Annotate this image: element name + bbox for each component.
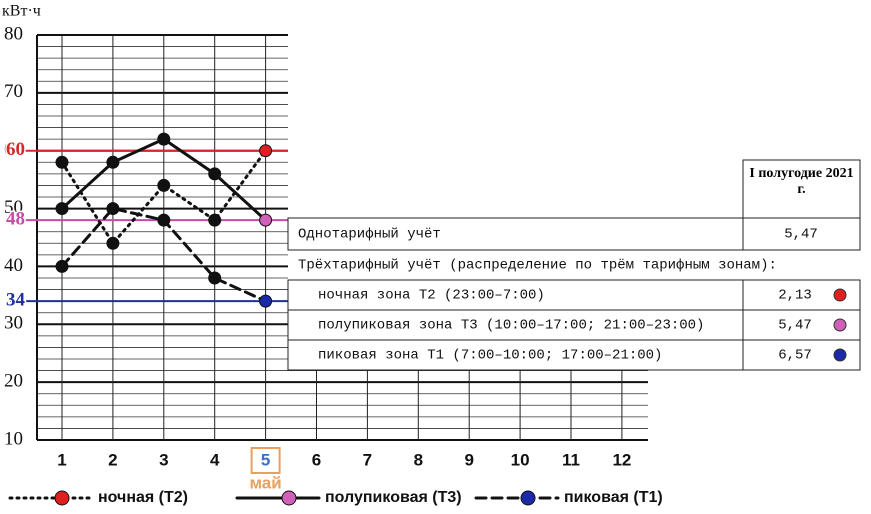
x-tick-label: 4 — [210, 450, 220, 469]
cell — [287, 217, 861, 251]
y-axis-label: кВт·ч — [2, 3, 41, 20]
table-header: I полугодие 2021 г. — [749, 166, 854, 197]
point — [55, 202, 69, 216]
cell — [287, 279, 861, 371]
row-value: 2,13 — [778, 288, 812, 304]
table: I полугодие 2021 г. Однотарифный учёт 5,… — [287, 159, 861, 371]
row-label: ночная зона Т2 (23:00–7:00) — [318, 288, 545, 304]
row-value: 5,47 — [784, 227, 818, 243]
row-label: пиковая зона Т1 (7:00–10:00; 17:00–21:00… — [318, 348, 662, 364]
reference-label: 34 — [6, 290, 26, 311]
point — [208, 213, 222, 227]
zone-dot — [833, 288, 847, 302]
y-tick-label: 80 — [4, 23, 23, 44]
x-tick-label: 6 — [312, 450, 321, 469]
y-tick-label: 10 — [4, 428, 23, 449]
reference-label: 60 — [6, 139, 25, 160]
x-tick-label: 1 — [57, 450, 66, 469]
point — [259, 294, 273, 308]
row-label: Однотарифный учёт — [298, 226, 441, 243]
point — [157, 132, 171, 146]
row-value: 6,57 — [778, 348, 812, 364]
x-tick-label: 11 — [562, 450, 580, 469]
x-tick-label: 2 — [108, 450, 117, 469]
y-tick-label: 60 — [4, 139, 23, 160]
reference-label: 48 — [6, 209, 25, 230]
row-value: 5,47 — [778, 318, 812, 334]
point — [106, 236, 120, 250]
header-box: I полугодие 2021 г. — [749, 166, 854, 197]
point — [55, 155, 69, 169]
y-tick-label: 40 — [4, 255, 23, 276]
x-tick-label: 7 — [363, 450, 372, 469]
point — [259, 144, 273, 158]
series-line — [60, 149, 268, 246]
x-tick-label: 8 — [414, 450, 423, 469]
legend-marker — [281, 490, 297, 506]
y-tick-label: 30 — [4, 313, 23, 334]
section-title: Трёхтарифный учёт (распределение по трём… — [298, 257, 777, 274]
point — [106, 155, 120, 169]
point — [106, 202, 120, 216]
legend-label: пиковая (Т1) — [564, 489, 663, 506]
y-tick-label: 70 — [4, 81, 23, 102]
point — [208, 167, 222, 181]
x-tick-label: 3 — [159, 450, 168, 469]
table-bg — [288, 160, 860, 370]
x-tick-label: 9 — [464, 450, 473, 469]
x-tick-label: 12 — [612, 450, 631, 469]
legend-marker — [54, 490, 70, 506]
y-tick-label: 50 — [4, 197, 23, 218]
point — [259, 213, 273, 227]
point — [157, 178, 171, 192]
point — [55, 259, 69, 273]
legend-label: ночная (Т2) — [98, 489, 188, 506]
point — [157, 213, 171, 227]
highlight-box — [250, 447, 281, 474]
point — [208, 271, 222, 285]
y-tick-label: 20 — [4, 371, 23, 392]
legend-label: полупиковая (Т3) — [325, 489, 462, 506]
legend-marker — [520, 490, 536, 506]
zone-dot — [833, 318, 847, 332]
x-tick-label: 10 — [511, 450, 530, 469]
row-label: полупиковая зона Т3 (10:00–17:00; 21:00–… — [318, 318, 704, 334]
highlight-label: май — [249, 473, 281, 492]
zone-dot — [833, 348, 847, 362]
x-tick-label: 5 — [261, 450, 270, 469]
